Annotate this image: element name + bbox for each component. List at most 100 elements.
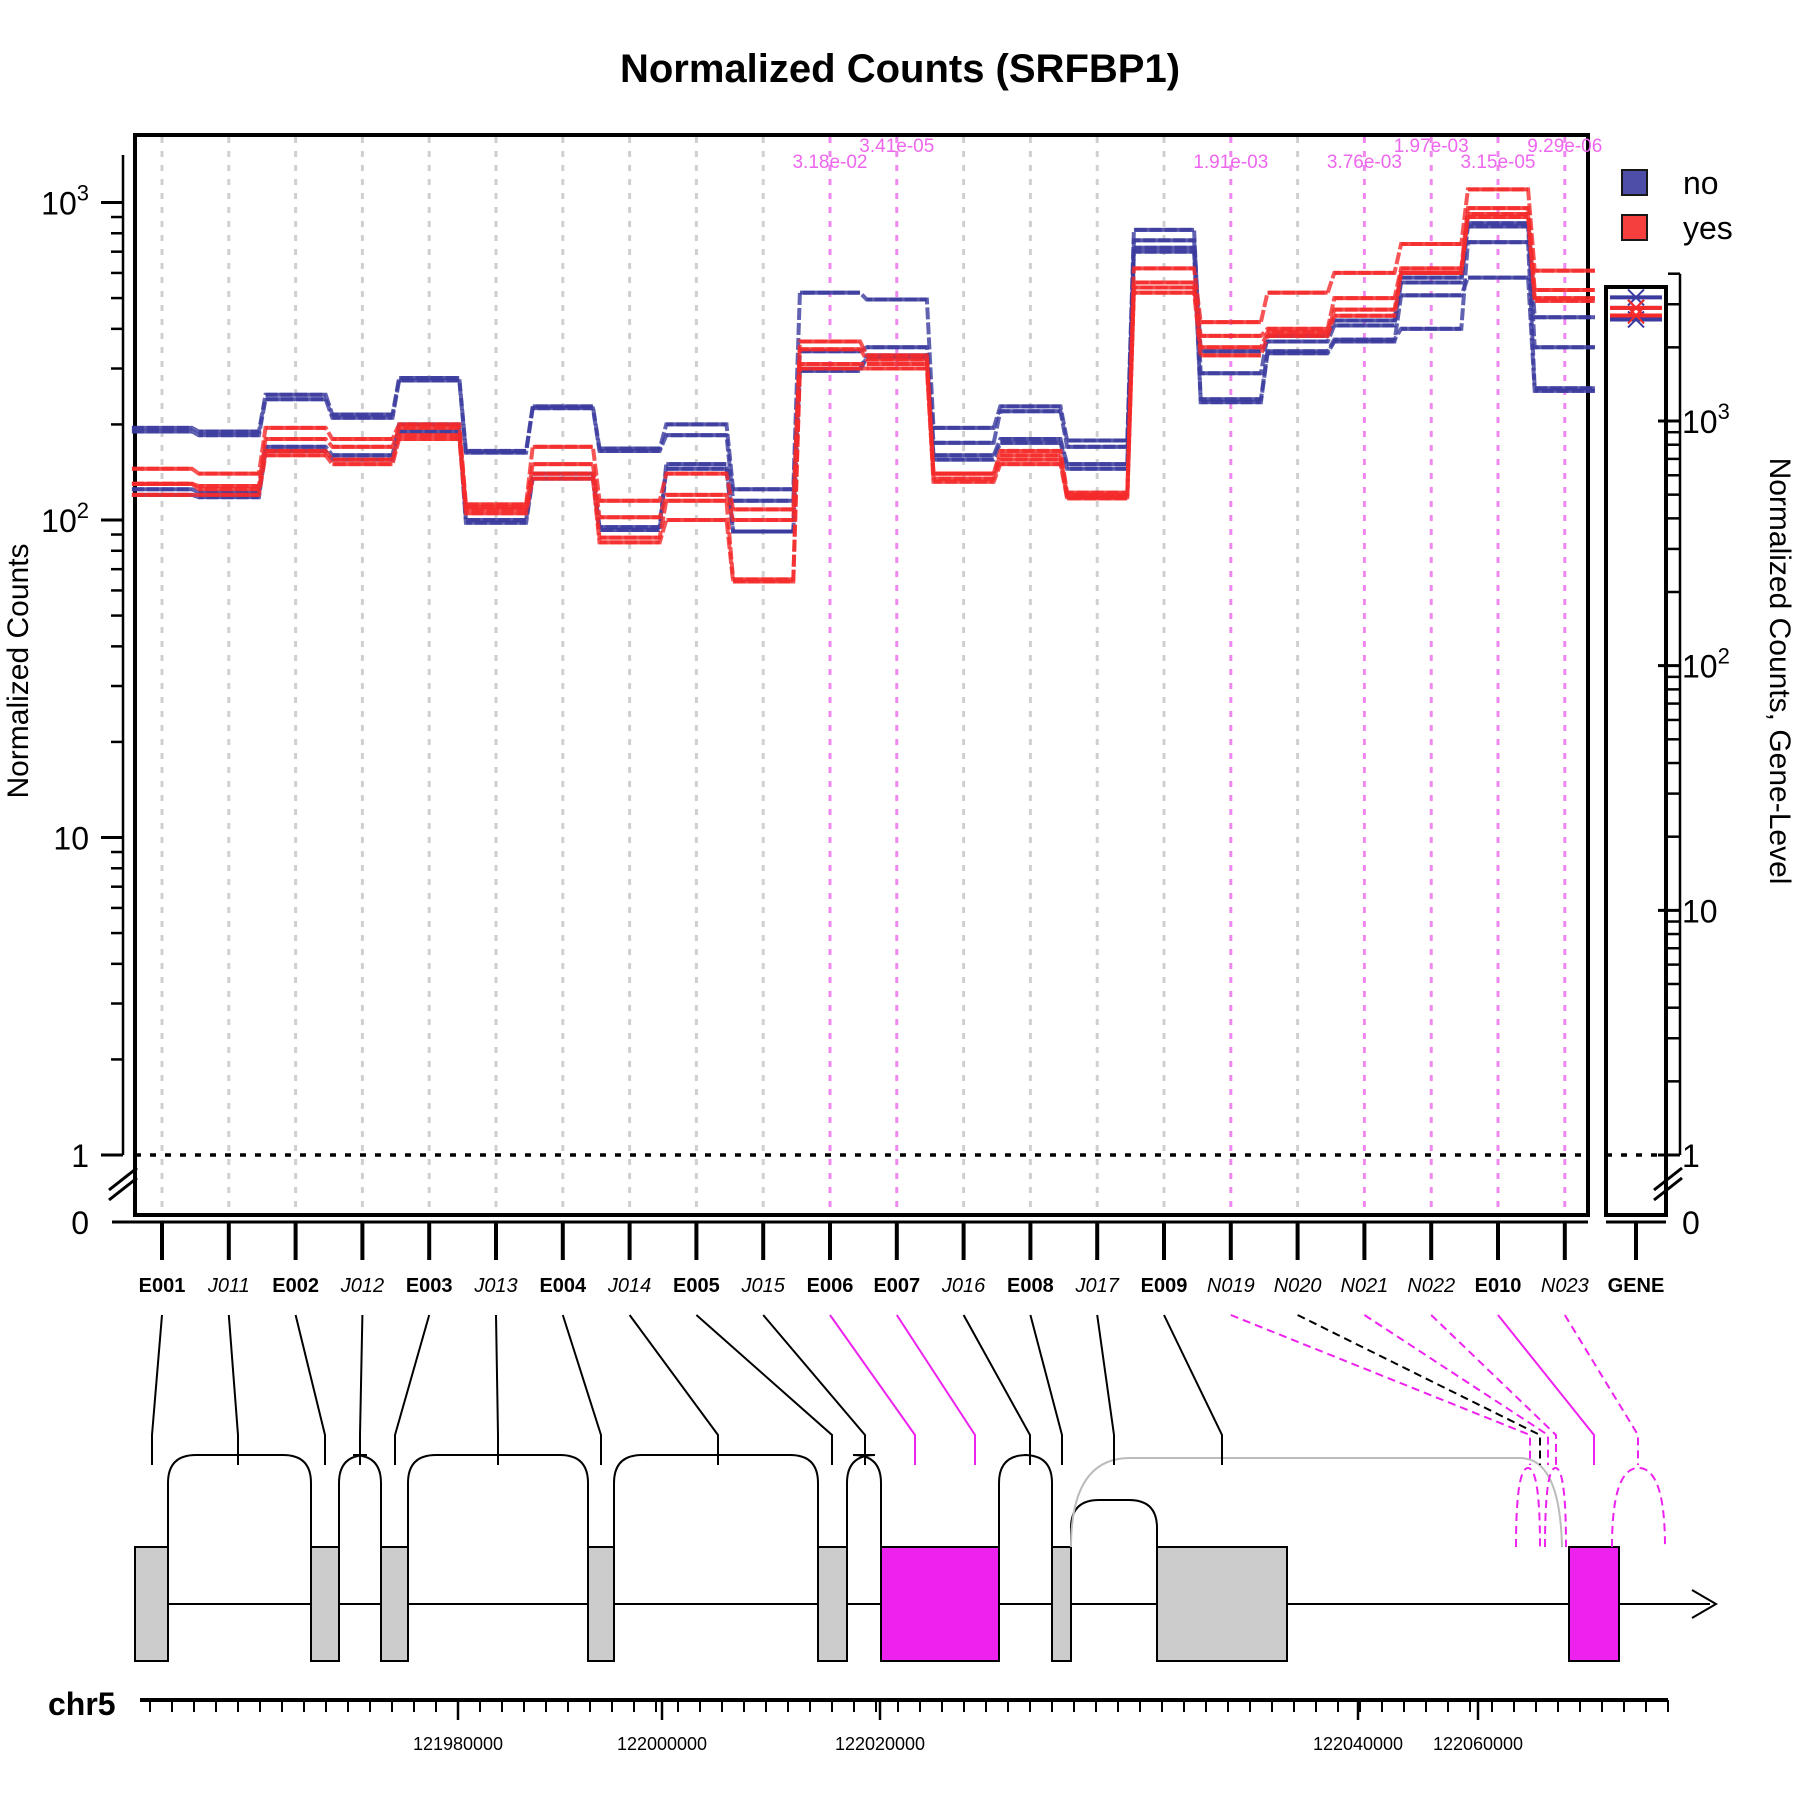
y-axis-left-tick-label: 0 [71,1205,89,1241]
gene-level-marker-yes [1627,299,1645,317]
y-axis-right-break [1653,1176,1683,1202]
x-tick-label-j015: J015 [741,1275,786,1297]
legend-swatch-yes [1621,214,1648,241]
feature-connector [895,1314,976,1465]
feature-connector [1297,1314,1541,1465]
junction-arc [1070,1499,1158,1547]
gene-model: 121980000 122000000 122020000 122040000 1220… [134,1314,1718,1754]
junction-arc [998,1454,1053,1547]
series-line-yes [131,215,1595,584]
genomic-tick-label: 122040000 [1313,1734,1403,1754]
x-tick-label-e008: E008 [1007,1275,1054,1297]
pvalue-label: 3.41e-05 [859,136,934,157]
feature-connector [1563,1314,1639,1465]
genomic-tick-label: 122060000 [1433,1734,1523,1754]
x-tick-label-n019: N019 [1207,1275,1255,1297]
x-tick-label-e002: E002 [272,1275,319,1297]
novel-junction-arc [1544,1466,1567,1548]
series-line-no [131,240,1595,534]
exon-box [880,1546,1000,1662]
feature-connector [1096,1314,1115,1465]
x-tick-label-gene: GENE [1608,1275,1665,1297]
x-tick-label-j017: J017 [1075,1275,1120,1297]
y-axis-right-tick-label: 10 [1682,893,1718,929]
pvalue-label: 1.97e-03 [1394,136,1469,157]
x-tick-label-j013: J013 [473,1275,517,1297]
exon-box [310,1546,340,1662]
x-tick-label-e001: E001 [139,1275,186,1297]
feature-connector [359,1314,364,1465]
pvalue-label: 3.76e-03 [1327,152,1402,173]
y-axis-left-tick-label: 10 [53,821,89,857]
feature-connector [227,1314,239,1465]
x-tick-label-e009: E009 [1141,1275,1188,1297]
plot-frame [133,133,1590,1217]
chart-title: Normalized Counts (SRFBP1) [620,47,1180,91]
y-axis-left-axis-break [108,1176,138,1202]
x-tick-label-e004: E004 [539,1275,587,1297]
feature-connector [294,1314,326,1465]
skipping-arc [1070,1457,1563,1548]
legend-label-yes: yes [1683,210,1733,246]
pvalue-label: 3.15e-05 [1460,152,1535,173]
series-line-yes [131,187,1595,512]
novel-junction-arc [1611,1466,1666,1548]
feature-connector [1430,1314,1557,1465]
genomic-tick-label: 122020000 [835,1734,925,1754]
series-line-yes [131,206,1595,522]
feature-connector [561,1314,602,1465]
x-tick-label-e003: E003 [406,1275,453,1297]
y-axis-right-tick-label: 1 [1682,1138,1700,1174]
junction-arc [407,1454,589,1547]
feature-connector [495,1314,499,1465]
exon-box [1051,1546,1072,1662]
pvalue-label: 9.29e-06 [1527,136,1602,157]
x-tick-label-n021: N021 [1340,1275,1388,1297]
y-axis-label: Normalized Counts [2,543,35,798]
series-line-yes [131,212,1595,582]
junction-arc [613,1454,819,1547]
x-tick-label-j012: J012 [340,1275,384,1297]
feature-connector [1163,1314,1223,1465]
chromosome-label: chr5 [48,1686,116,1722]
exon-box [1156,1546,1288,1662]
feature-connector [1029,1314,1063,1465]
x-tick-label-e007: E007 [873,1275,920,1297]
exon-box [817,1546,848,1662]
feature-connector [151,1314,163,1465]
junction-arc [338,1454,382,1547]
y-axis-left-axis-break [108,1166,138,1192]
strand-arrow [1691,1589,1718,1619]
exon-box [1568,1546,1620,1662]
y-axis-right-tick-label: 103 [1682,399,1730,440]
x-tick-label-e010: E010 [1475,1275,1522,1297]
y-axis-left-tick-label: 103 [41,181,89,222]
x-tick-label-n023: N023 [1541,1275,1589,1297]
y-axis-right-tick-label: 102 [1682,644,1730,685]
exon-box [380,1546,409,1662]
x-tick-label-n020: N020 [1274,1275,1322,1297]
plot-layer: 0 1 10 102 103 0 1 10 102 103 3.18e-023.41e-05 1.91… [41,133,1733,1297]
gene-level-marker-yes [1627,306,1645,325]
junction-arc [167,1454,312,1547]
x-tick-label-j011: J011 [207,1275,250,1297]
feature-connector [762,1314,866,1465]
feature-connector [829,1314,916,1465]
y-axis-right-tick-label: 0 [1682,1205,1700,1241]
pvalue-label: 1.91e-03 [1193,152,1268,173]
junction-arc [846,1454,882,1547]
y-axis-left-tick-label: 102 [41,498,89,539]
genomic-tick-label: 122000000 [617,1734,707,1754]
x-tick-label-j016: J016 [941,1275,986,1297]
legend-label-no: no [1683,165,1719,201]
feature-connector [695,1314,833,1465]
y-axis-right-break [1653,1166,1683,1192]
x-tick-label-n022: N022 [1407,1275,1455,1297]
y-axis-label-right: Normalized Counts, Gene-Level [1763,458,1796,885]
feature-connector [628,1314,719,1465]
feature-connector [1230,1314,1531,1465]
feature-connector [962,1314,1031,1465]
pvalue-label: 3.18e-02 [792,152,867,173]
